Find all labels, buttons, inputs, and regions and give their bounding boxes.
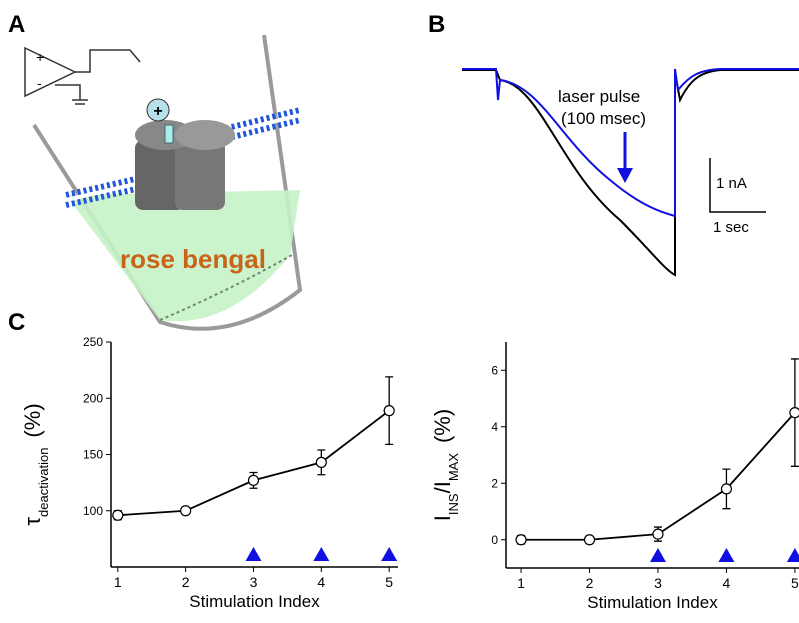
scale-label: 1 sec [713,219,749,236]
panel-label: C [8,309,25,336]
wire [55,49,141,105]
y-tick-label: 250 [83,335,103,349]
arrow-head [617,168,633,183]
stimulus-marker [245,547,262,561]
x-tick-label: 1 [517,575,525,591]
data-point [180,505,192,517]
scale-label: 1 nA [716,175,747,192]
scale-bar [709,158,766,213]
x-tick-label: 5 [791,575,799,591]
annotation: laser pulse [558,87,640,106]
y-tick-label: 0 [491,533,498,547]
y-tick-label: 200 [83,391,103,405]
y-tick-label: 2 [491,476,498,490]
data-point [112,509,124,521]
y-tick-label: 6 [491,363,498,377]
ion-sign: + [153,103,162,120]
pore-ion [164,124,174,144]
stimulus-marker [313,547,330,561]
amp-minus: - [37,75,42,91]
x-tick-label: 4 [723,575,731,591]
stimulus-marker [786,548,799,562]
chart: 0 2 4 6 1 2 3 4 5 Stimulation Index IINS/IMAX (%) [430,342,799,612]
channel-top [175,120,235,150]
y-axis-label-part: I [430,515,455,521]
stimulus-marker [649,548,666,562]
panel-label: B [428,11,445,38]
trace-laser [462,68,799,218]
x-tick-label: 3 [654,575,662,591]
x-axis-label: Stimulation Index [587,593,718,612]
y-axis-label-part: τ [20,517,45,526]
dye-label: rose bengal [120,244,266,274]
x-tick-label: 2 [586,575,594,591]
y-axis-label-part: /I [430,481,455,493]
x-tick-label: 4 [317,574,325,590]
data-point [583,534,596,546]
membrane [65,107,301,208]
current-traces [462,68,799,277]
data-point [247,474,260,486]
bath-floor [159,254,293,321]
x-tick-label: 2 [182,574,190,590]
data-point [383,405,395,417]
y-axis-label-part: (%) [20,403,45,437]
y-tick-label: 4 [491,420,498,434]
data-point [652,528,664,540]
y-axis-label: τdeactivation (%) [20,403,51,525]
data-point [720,483,733,495]
ion [146,98,170,122]
y-axis-label-part: (%) [430,409,455,443]
y-axis-label-part: INS [446,493,461,515]
y-tick-label: 100 [83,504,103,518]
x-tick-label: 1 [114,574,122,590]
bath-solution [66,190,300,322]
data-point [515,534,527,546]
data-point [315,456,327,468]
channel [135,140,185,210]
y-axis-label-part: deactivation [36,448,51,517]
y-tick-label: 150 [83,448,103,462]
channel [175,140,225,210]
x-tick-label: 3 [250,574,258,590]
x-tick-label: 5 [385,574,393,590]
stimulus-marker [381,547,398,561]
annotation: (100 msec) [561,109,646,128]
line [117,409,390,517]
x-axis-label: Stimulation Index [189,592,320,611]
stimulus-marker [718,548,735,562]
amplifier [24,46,77,98]
chart: 100 150 200 250 1 2 3 4 5 Stimulation Index τdeact… [20,335,398,611]
schematic: + + - rose bengal [24,34,303,331]
y-axis-label: IINS/IMAX (%) [430,409,461,521]
bath-wall [32,34,303,331]
trace-control [462,69,799,277]
panel-label: A [8,11,25,38]
amp-plus: + [36,49,44,65]
line [521,412,796,541]
data-point [789,407,799,419]
y-axis-label-part: MAX [446,453,461,482]
